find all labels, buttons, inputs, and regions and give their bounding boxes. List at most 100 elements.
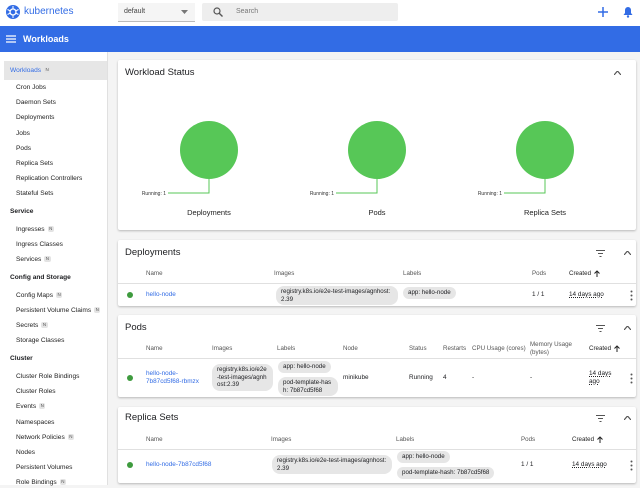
nav-item[interactable]: Cron Jobs (16, 83, 46, 93)
column-header[interactable]: Pods (521, 436, 536, 443)
row-menu[interactable] (630, 373, 633, 384)
logo-icon[interactable] (5, 4, 21, 20)
column-header: Labels (277, 345, 296, 352)
nav-item[interactable]: Events N (16, 402, 46, 412)
column-header: Memory Usage (bytes) (530, 341, 572, 356)
nav-badge: N (47, 225, 54, 232)
nav-badge: N (59, 479, 66, 486)
column-header: Labels (403, 270, 422, 277)
nav-label: Replica Sets (16, 160, 54, 167)
nav-item[interactable]: Replication Controllers (16, 174, 82, 184)
nav-item[interactable]: Replica Sets (16, 159, 53, 169)
row-name-link[interactable]: hello-node (146, 291, 176, 298)
nav-item[interactable]: Services N (16, 255, 51, 265)
nav-label: Namespaces (16, 418, 55, 426)
column-header[interactable]: Created (572, 436, 595, 443)
column-header[interactable]: Restarts (443, 345, 467, 352)
collapse-button[interactable] (624, 251, 631, 255)
row-name-link[interactable]: hello-node-7b87cd5f68 (146, 461, 212, 468)
row-menu[interactable] (630, 460, 633, 471)
node-name[interactable]: minikube (343, 374, 369, 381)
nav-label: Deployments (16, 114, 55, 122)
card-title: Pods (125, 322, 147, 333)
nav-badge: N (67, 433, 74, 440)
sort-arrow (614, 345, 620, 352)
filter-button[interactable] (596, 250, 605, 257)
nav-label: Jobs (16, 129, 30, 137)
namespace-value: default (124, 8, 146, 15)
pod-status: Running (409, 374, 433, 381)
pie-title: Pods (368, 208, 385, 217)
header-divider (118, 358, 636, 359)
filter-button[interactable] (596, 325, 605, 332)
namespace-select[interactable]: default (118, 3, 195, 22)
created-age: 14 days ago (589, 370, 612, 385)
collapse-button[interactable] (614, 71, 621, 75)
nav-label: Cluster Roles (16, 388, 56, 396)
brand[interactable]: kubernetes (24, 6, 74, 17)
row-name-link[interactable]: hello-node-7b87cd5f68-rbmzx (146, 370, 199, 385)
nav-label: Cron Jobs (16, 84, 47, 91)
nav-item[interactable]: Persistent Volumes (16, 463, 72, 473)
column-header[interactable]: Created (569, 270, 592, 277)
row-menu[interactable] (630, 290, 633, 301)
nav-item[interactable]: Workloads N (10, 66, 51, 76)
restart-count: 4 (443, 374, 447, 381)
image-chip: registry.k8s.io/e2e-test-images/agnhost:… (272, 455, 392, 474)
pie-legend: Running: 1 (142, 191, 166, 197)
column-header[interactable]: Node (343, 345, 358, 352)
column-header: CPU Usage (cores) (472, 345, 526, 352)
image-chip: registry.k8s.io/e2e-test-images/agnhost:… (212, 364, 273, 391)
column-header[interactable]: Pods (532, 270, 547, 277)
search-icon (213, 7, 223, 17)
status-charts: Running: 1 Deployments Running: 1 Pods Runni… (142, 121, 574, 217)
label-chip: pod-template-hash: 7b87cd5f68 (278, 377, 338, 396)
search-box[interactable]: Search (202, 3, 398, 21)
nav-item[interactable]: Ingress Classes (16, 240, 63, 250)
collapse-button[interactable] (624, 326, 631, 330)
sidebar: Workloads N Cron Jobs Daemon Sets Deployment… (0, 52, 108, 488)
column-header[interactable]: Name (146, 345, 163, 352)
created-age: 14 days ago (572, 461, 607, 468)
filter-button[interactable] (596, 415, 605, 422)
column-header[interactable]: Created (589, 345, 612, 352)
column-header[interactable]: Name (146, 270, 163, 277)
collapse-button[interactable] (624, 416, 631, 420)
nav-item[interactable]: Storage Classes (16, 336, 64, 346)
nav-item[interactable]: Deployments (16, 113, 54, 123)
nav-label: Events (16, 403, 37, 411)
nav-item[interactable]: Cluster Role Bindings (16, 372, 79, 382)
nav-label: Config Maps (16, 291, 54, 299)
search-placeholder: Search (236, 8, 259, 15)
menu-button[interactable] (6, 35, 16, 43)
nav-badge: N (44, 67, 51, 73)
nav-item[interactable]: Network Policies N (16, 433, 74, 443)
nav-label: Services (16, 256, 42, 264)
nav-item[interactable]: Daemon Sets (16, 98, 56, 108)
dropdown-arrow (181, 10, 188, 14)
cpu-usage: - (472, 374, 475, 381)
nav-item[interactable]: Jobs (16, 129, 30, 139)
nav-label: Ingress Classes (16, 241, 63, 249)
nav-item[interactable]: Persistent Volume Claims N (16, 306, 101, 316)
memory-usage: - (530, 374, 533, 381)
nav-item[interactable]: Ingresses N (16, 225, 54, 235)
nav-item[interactable]: Namespaces (16, 418, 54, 428)
nav-item[interactable]: Nodes (16, 448, 35, 458)
notifications-button[interactable] (623, 6, 633, 18)
nav-item[interactable]: Role Bindings N (16, 478, 66, 488)
column-header[interactable]: Name (146, 436, 163, 443)
label-chip: app: hello-node (403, 287, 456, 299)
create-button[interactable] (598, 7, 608, 17)
nav-item[interactable]: Secrets N (16, 321, 48, 331)
nav-item[interactable]: Pods (16, 144, 31, 154)
nav-item[interactable]: Config Maps N (16, 291, 63, 301)
status-pie (516, 121, 574, 179)
toolbar: Workloads (0, 26, 640, 52)
nav-item[interactable]: Stateful Sets (16, 189, 53, 199)
column-header[interactable]: Status (409, 345, 427, 352)
nav-item[interactable]: Cluster Roles (16, 387, 56, 397)
nav-label: Cluster Role Bindings (16, 372, 80, 380)
